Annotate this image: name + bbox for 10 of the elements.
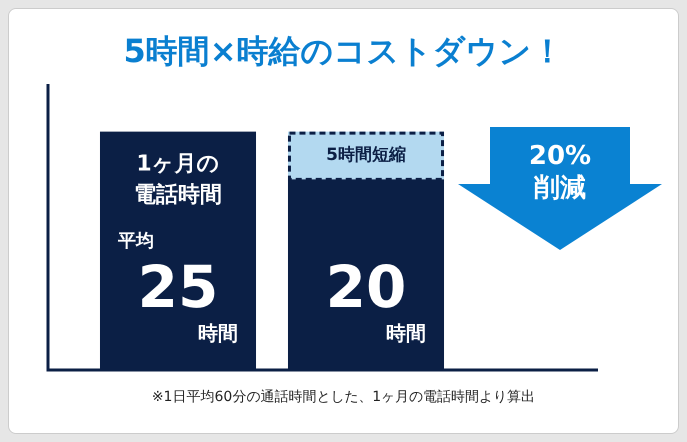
series-label: 5時間短縮 xyxy=(326,144,406,165)
annotation: 時間 xyxy=(198,321,238,346)
data-label: 25 xyxy=(138,253,218,322)
text: ※1日平均60分の通話時間とした、1ヶ月の電話時間より算出 xyxy=(150,388,536,406)
annotation: 平均 xyxy=(117,230,154,252)
data-label: 20 xyxy=(326,253,406,322)
annotation: 20% 削減 xyxy=(528,140,592,204)
chart-title: 5時間×時給のコストダウン！ xyxy=(122,31,565,72)
annotation: 1ヶ月の電話時間 xyxy=(134,151,222,208)
annotation: 時間 xyxy=(386,321,426,346)
